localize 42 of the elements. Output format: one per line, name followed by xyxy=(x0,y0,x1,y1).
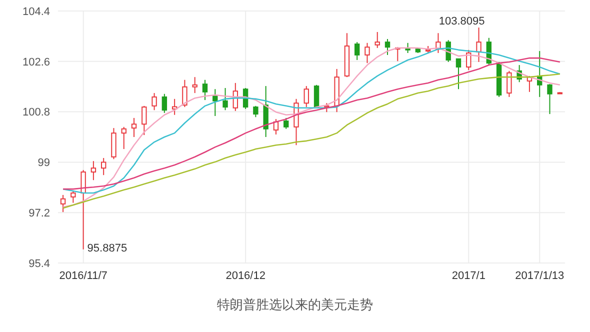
y-tick-label: 99 xyxy=(38,157,50,170)
candlestick xyxy=(456,58,462,90)
candlestick xyxy=(253,105,258,118)
annotation: 103.8095 xyxy=(438,16,485,28)
text: 特朗普胜选以来的美元走势 xyxy=(216,296,374,314)
candlestick xyxy=(304,86,309,108)
candlestick xyxy=(121,126,126,150)
candlestick xyxy=(152,92,157,111)
candlestick xyxy=(192,76,198,94)
candlestick xyxy=(364,42,370,64)
candlestick xyxy=(384,38,390,56)
y-tick-label: 100.8 xyxy=(22,106,50,119)
x-tick-label: 2017/1 xyxy=(452,270,486,282)
candlestick xyxy=(202,79,208,101)
candlestick xyxy=(90,160,96,181)
candlestick xyxy=(131,117,137,138)
candlestick xyxy=(60,194,66,213)
candlestick xyxy=(374,32,380,48)
candlestick xyxy=(506,70,512,98)
y-tick-label: 104.4 xyxy=(22,6,50,18)
candlestick xyxy=(354,42,360,60)
candlestick xyxy=(70,190,76,204)
candlestick xyxy=(142,105,147,136)
candlestick xyxy=(314,84,320,108)
candlestick xyxy=(100,158,106,176)
candlestick xyxy=(263,86,268,138)
candlestick xyxy=(162,93,168,114)
candlestick xyxy=(80,170,86,250)
candlestick xyxy=(111,128,116,160)
candlestick xyxy=(182,79,188,108)
y-tick-label: 97.2 xyxy=(28,208,50,220)
candlestick xyxy=(222,88,228,111)
annotation: 95.8875 xyxy=(87,242,128,254)
candlestick xyxy=(212,88,218,116)
y-tick-label: 95.4 xyxy=(28,258,50,270)
candlestick xyxy=(547,84,552,115)
candlestick xyxy=(476,27,482,62)
y-tick-label: 102.6 xyxy=(22,56,50,68)
x-tick-label: 2017/1/13 xyxy=(515,270,564,282)
candlestick xyxy=(284,117,289,130)
x-tick-label: 2016/12 xyxy=(226,270,266,282)
x-tick-label: 2016/11/7 xyxy=(59,270,108,282)
